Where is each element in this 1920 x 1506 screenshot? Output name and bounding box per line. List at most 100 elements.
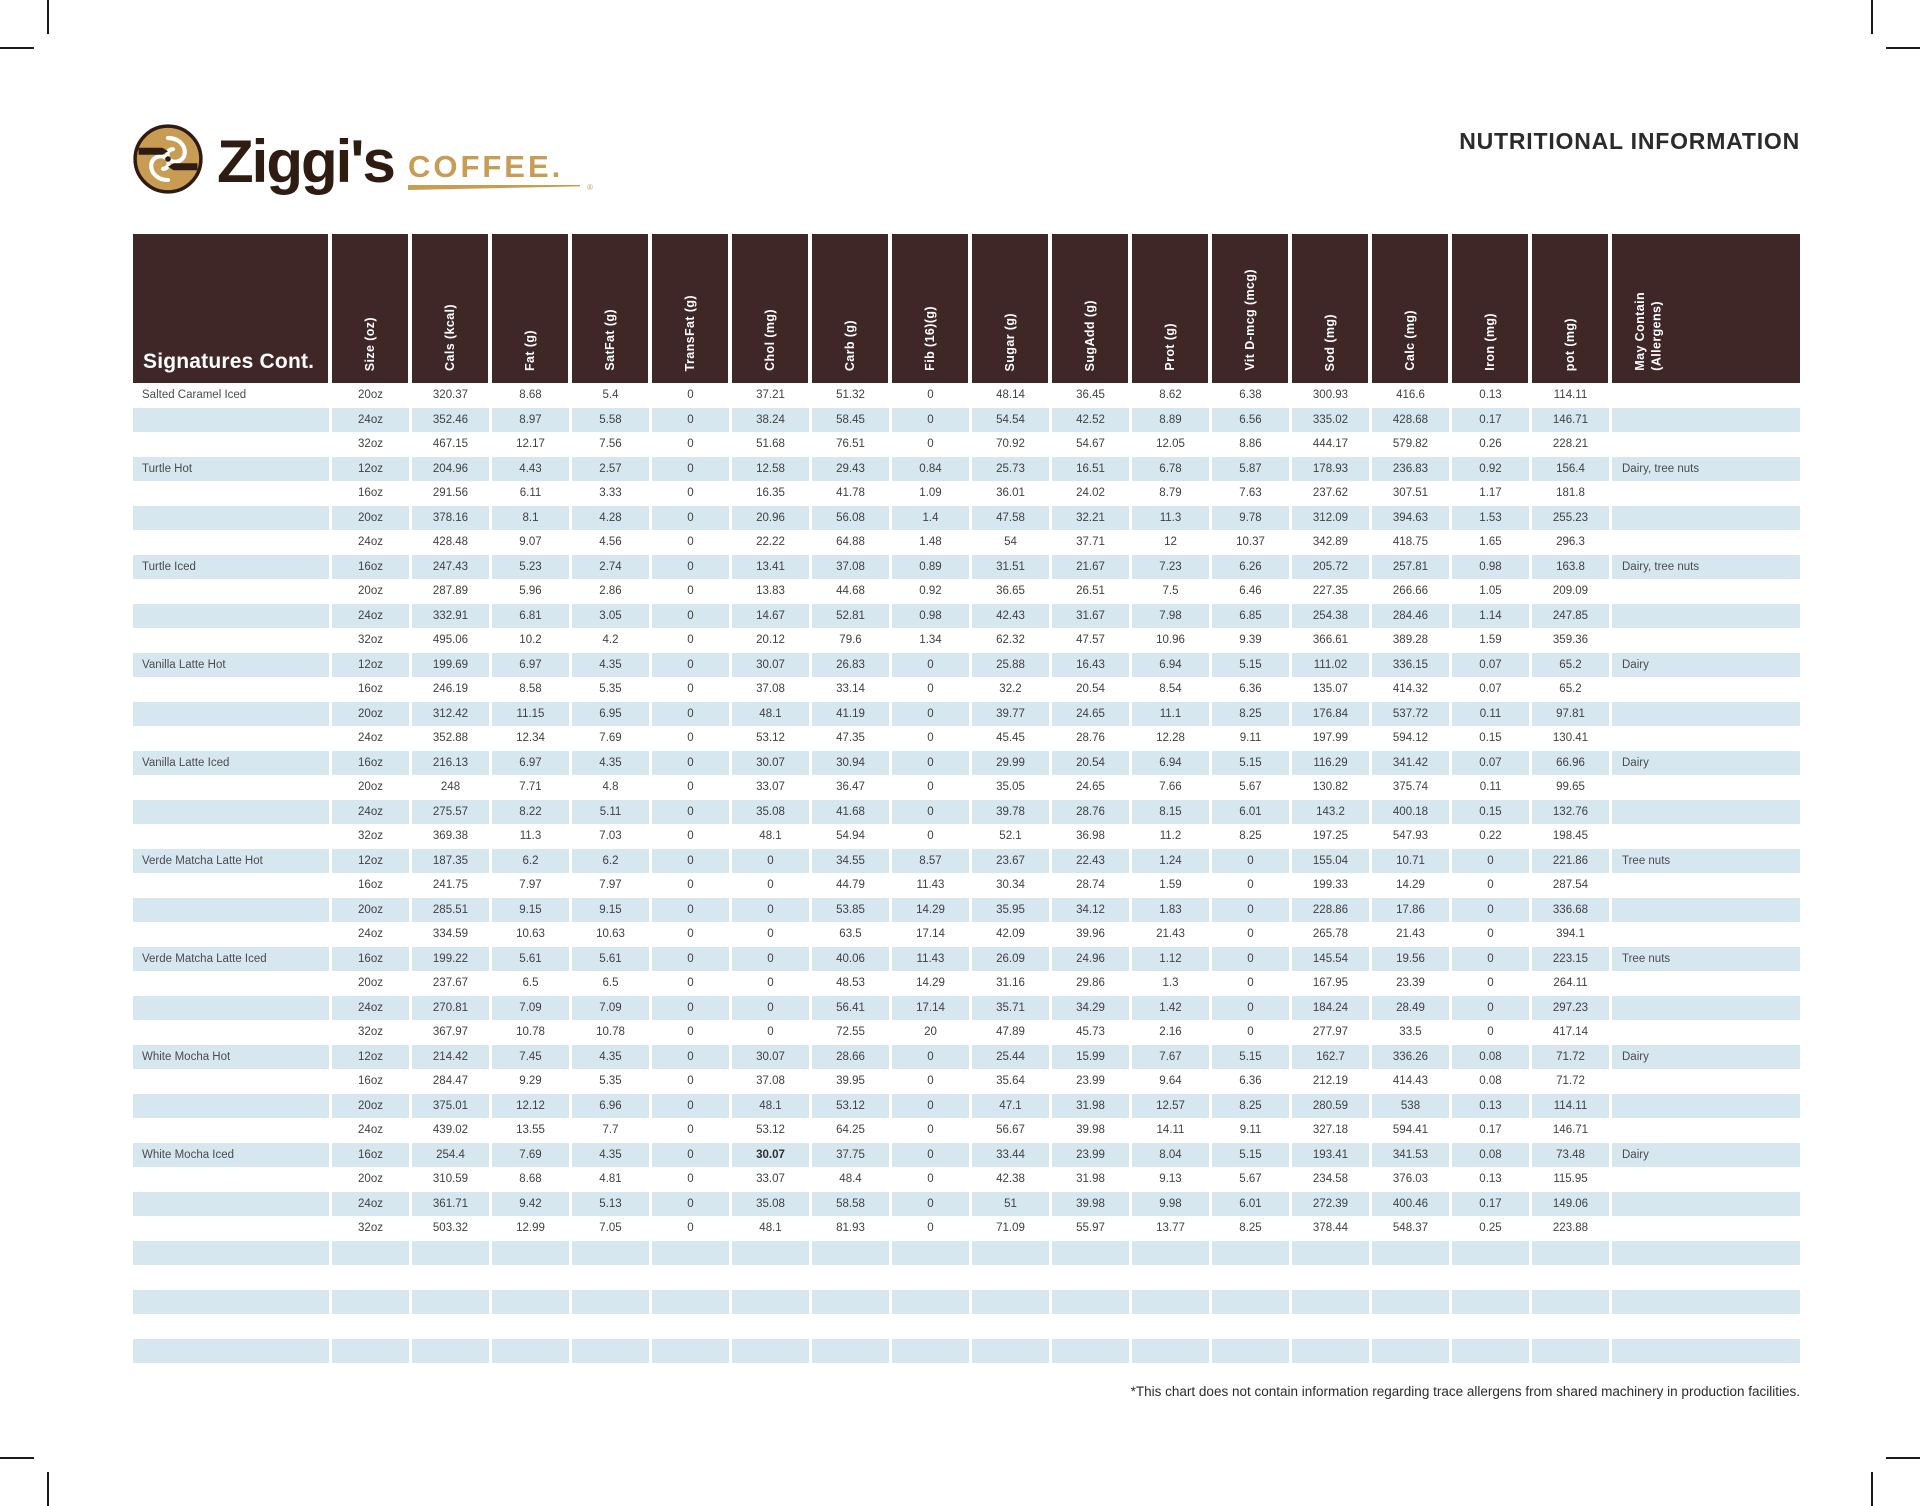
value-cell: 143.2 <box>1292 799 1372 824</box>
size-cell: 32oz <box>332 1216 412 1241</box>
value-cell: 41.78 <box>812 481 892 506</box>
brand-name: Ziggi's <box>217 127 396 195</box>
value-cell: 64.25 <box>812 1118 892 1143</box>
column-header-cell: Iron (mg) <box>1452 234 1532 383</box>
column-header-label: pot (mg) <box>1562 317 1577 371</box>
value-cell: 47.89 <box>972 1020 1052 1045</box>
value-cell: 439.02 <box>412 1118 492 1143</box>
size-cell: 20oz <box>332 1167 412 1192</box>
empty-cell <box>1452 1338 1532 1363</box>
value-cell: 5.35 <box>572 1069 652 1094</box>
value-cell: 16.43 <box>1052 652 1132 677</box>
size-cell: 32oz <box>332 824 412 849</box>
value-cell: 4.35 <box>572 750 652 775</box>
value-cell: 0 <box>652 579 732 604</box>
value-cell: 12 <box>1132 530 1212 555</box>
empty-cell <box>1452 1240 1532 1265</box>
value-cell: 20.12 <box>732 628 812 653</box>
value-cell: 0 <box>732 897 812 922</box>
value-cell: 31.98 <box>1052 1093 1132 1118</box>
column-header-label: Fat (g) <box>522 330 537 371</box>
value-cell: 495.06 <box>412 628 492 653</box>
value-cell: 579.82 <box>1372 432 1452 457</box>
value-cell: 8.62 <box>1132 383 1212 408</box>
value-cell: 39.96 <box>1052 922 1132 947</box>
value-cell: 31.98 <box>1052 1167 1132 1192</box>
empty-cell <box>1292 1240 1372 1265</box>
allergen-cell <box>1612 1118 1800 1143</box>
drink-name-cell <box>133 799 332 824</box>
value-cell: 0 <box>892 652 972 677</box>
empty-cell <box>1132 1240 1212 1265</box>
value-cell: 71.72 <box>1532 1069 1612 1094</box>
drink-name-cell <box>133 775 332 800</box>
value-cell: 0 <box>652 1044 732 1069</box>
value-cell: 0 <box>652 432 732 457</box>
value-cell: 29.99 <box>972 750 1052 775</box>
value-cell: 48.1 <box>732 1093 812 1118</box>
value-cell: 5.58 <box>572 407 652 432</box>
allergen-cell <box>1612 530 1800 555</box>
value-cell: 375.01 <box>412 1093 492 1118</box>
empty-cell <box>1372 1289 1452 1314</box>
value-cell: 336.68 <box>1532 897 1612 922</box>
value-cell: 5.4 <box>572 383 652 408</box>
drink-name-cell: Vanilla Latte Iced <box>133 750 332 775</box>
brand-logo: Ziggi's COFFEE. ® <box>133 124 593 199</box>
table-row: 32oz 367.97 10.78 10.78 0 0 72.55 20 47.89 45.73 2… <box>133 1020 1800 1045</box>
column-header-label: SatFat (g) <box>602 309 617 371</box>
value-cell: 11.3 <box>1132 505 1212 530</box>
value-cell: 37.08 <box>812 554 892 579</box>
value-cell: 284.46 <box>1372 603 1452 628</box>
value-cell: 114.11 <box>1532 383 1612 408</box>
value-cell: 63.5 <box>812 922 892 947</box>
value-cell: 6.97 <box>492 750 572 775</box>
table-row: 20oz 285.51 9.15 9.15 0 0 53.85 14.29 35.95 34.12… <box>133 897 1800 922</box>
empty-cell <box>332 1289 412 1314</box>
value-cell: 54 <box>972 530 1052 555</box>
value-cell: 0.13 <box>1452 1167 1532 1192</box>
value-cell: 366.61 <box>1292 628 1372 653</box>
value-cell: 71.72 <box>1532 1044 1612 1069</box>
value-cell: 5.67 <box>1212 775 1292 800</box>
allergen-cell <box>1612 996 1800 1021</box>
drink-name-cell <box>133 603 332 628</box>
value-cell: 25.73 <box>972 456 1052 481</box>
value-cell: 31.67 <box>1052 603 1132 628</box>
value-cell: 394.1 <box>1532 922 1612 947</box>
allergen-cell <box>1612 824 1800 849</box>
allergen-cell <box>1612 677 1800 702</box>
value-cell: 0 <box>652 824 732 849</box>
value-cell: 246.19 <box>412 677 492 702</box>
value-cell: 40.06 <box>812 946 892 971</box>
value-cell: 21.67 <box>1052 554 1132 579</box>
value-cell: 227.35 <box>1292 579 1372 604</box>
value-cell: 0 <box>652 750 732 775</box>
value-cell: 30.07 <box>732 1142 812 1167</box>
value-cell: 7.69 <box>492 1142 572 1167</box>
value-cell: 25.44 <box>972 1044 1052 1069</box>
value-cell: 149.06 <box>1532 1191 1612 1216</box>
value-cell: 65.2 <box>1532 652 1612 677</box>
allergen-cell <box>1612 506 1800 531</box>
value-cell: 0 <box>652 530 732 555</box>
column-header-label: May Contain (Allergens) <box>1633 292 1664 371</box>
value-cell: 367.97 <box>412 1020 492 1045</box>
empty-cell <box>492 1314 572 1339</box>
value-cell: 48.14 <box>972 383 1052 408</box>
value-cell: 5.35 <box>572 677 652 702</box>
empty-cell <box>1212 1338 1292 1363</box>
value-cell: 0 <box>892 1044 972 1069</box>
value-cell: 0 <box>1212 897 1292 922</box>
value-cell: 0 <box>892 1191 972 1216</box>
value-cell: 414.32 <box>1372 677 1452 702</box>
value-cell: 0 <box>1212 1020 1292 1045</box>
value-cell: 6.96 <box>572 1093 652 1118</box>
value-cell: 378.16 <box>412 505 492 530</box>
value-cell: 33.07 <box>732 775 812 800</box>
value-cell: 0.13 <box>1452 1093 1532 1118</box>
value-cell: 0 <box>1452 971 1532 996</box>
value-cell: 8.15 <box>1132 799 1212 824</box>
value-cell: 54.67 <box>1052 432 1132 457</box>
empty-cell <box>812 1289 892 1314</box>
